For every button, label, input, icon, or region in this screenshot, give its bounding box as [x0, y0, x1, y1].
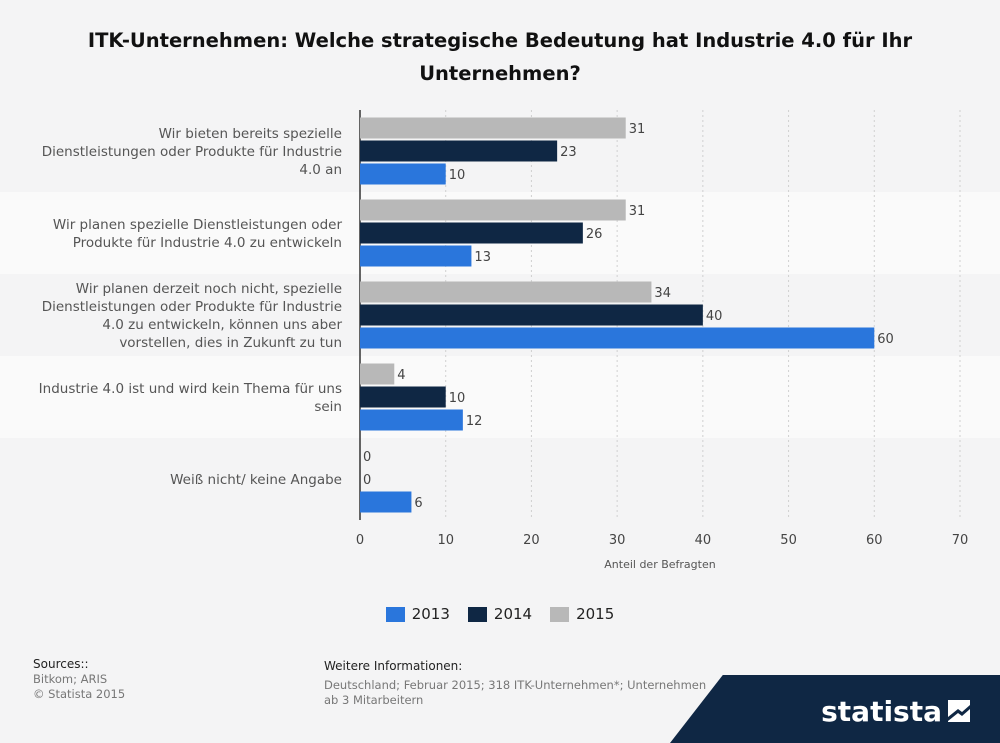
- bar: [360, 117, 626, 139]
- category-label-line: Industrie 4.0 ist und wird kein Thema fü…: [39, 381, 342, 397]
- sources-block: Sources:: Bitkom; ARIS © Statista 2015: [33, 657, 233, 702]
- value-label: 0: [363, 450, 371, 465]
- value-label: 60: [877, 332, 894, 347]
- category-label-line: Wir bieten bereits spezielle: [159, 126, 342, 142]
- brand-band: [670, 675, 1000, 743]
- legend: 2013 2014 2015: [0, 605, 1000, 623]
- bar: [360, 386, 446, 408]
- value-label: 4: [397, 368, 405, 383]
- category-label-line: sein: [314, 399, 342, 415]
- bar: [360, 199, 626, 221]
- more-info-heading: Weitere Informationen:: [324, 659, 463, 673]
- x-axis-ticks: 0 10 20 30 40 50 60 70: [356, 533, 968, 548]
- category-label-line: vorstellen, dies in Zukunft zu tun: [119, 335, 342, 351]
- category-label-line: Wir planen spezielle Dienstleistungen od…: [53, 217, 343, 233]
- category-band: [0, 356, 1000, 438]
- tick-label: 70: [952, 533, 969, 548]
- value-label: 26: [586, 227, 603, 242]
- legend-label: 2015: [576, 605, 615, 623]
- value-label: 31: [629, 122, 646, 137]
- bar: [360, 304, 703, 326]
- value-label: 13: [474, 250, 491, 265]
- tick-label: 60: [866, 533, 883, 548]
- bar: [360, 245, 472, 267]
- sources-line: © Statista 2015: [33, 687, 126, 701]
- category-label: Weiß nicht/ keine Angabe: [170, 472, 342, 488]
- category-label-line: Wir planen derzeit noch nicht, spezielle: [76, 281, 342, 297]
- statista-logo-icon: [948, 700, 970, 722]
- tick-label: 20: [523, 533, 540, 548]
- category-label-line: Dienstleistungen oder Produkte für Indus…: [42, 299, 342, 315]
- tick-label: 10: [437, 533, 454, 548]
- tick-label: 40: [695, 533, 712, 548]
- category-label-line: Dienstleistungen oder Produkte für Indus…: [42, 144, 342, 160]
- category-labels: Wir bieten bereits spezielle Dienstleistu…: [39, 126, 343, 488]
- value-label: 10: [449, 391, 466, 406]
- x-axis-title: Anteil der Befragten: [604, 558, 715, 571]
- legend-label: 2013: [411, 605, 450, 623]
- chart-title: ITK-Unternehmen: Welche strategische Bed…: [87, 29, 913, 85]
- value-label: 23: [560, 145, 577, 160]
- bar: [360, 222, 583, 244]
- more-info-text: Deutschland; Februar 2015; 318 ITK-Unter…: [324, 678, 707, 707]
- category-label-line: Produkte für Industrie 4.0 zu entwickeln: [73, 235, 342, 251]
- value-label: 12: [466, 414, 483, 429]
- legend-swatch: [550, 606, 570, 622]
- legend-swatch: [385, 606, 405, 622]
- statista-logo[interactable]: statista: [821, 695, 942, 728]
- category-label: Wir bieten bereits spezielle Dienstleistu…: [42, 126, 342, 178]
- legend-swatch: [467, 606, 487, 622]
- bar: [360, 409, 463, 431]
- category-label: Wir planen derzeit noch nicht, spezielle…: [42, 281, 343, 351]
- tick-label: 30: [609, 533, 626, 548]
- more-info-block: Weitere Informationen: Deutschland; Febr…: [324, 659, 724, 708]
- category-label-line: 4.0 zu entwickeln, können uns aber: [102, 317, 342, 333]
- bar: [360, 281, 652, 303]
- value-label: 0: [363, 473, 371, 488]
- value-label: 6: [414, 496, 422, 511]
- tick-label: 50: [780, 533, 797, 548]
- bar: [360, 163, 446, 185]
- legend-label: 2014: [493, 605, 533, 623]
- value-label: 34: [654, 286, 671, 301]
- value-label: 40: [706, 309, 723, 324]
- category-label: Wir planen spezielle Dienstleistungen od…: [53, 217, 343, 251]
- legend-item[interactable]: 2015: [550, 605, 614, 623]
- tick-label: 0: [356, 533, 364, 548]
- bar: [360, 140, 558, 162]
- category-label: Industrie 4.0 ist und wird kein Thema fü…: [39, 381, 342, 415]
- category-label-line: Weiß nicht/ keine Angabe: [170, 472, 342, 488]
- bar: [360, 327, 875, 349]
- value-label: 31: [629, 204, 646, 219]
- value-label: 10: [449, 168, 466, 183]
- bar: [360, 363, 395, 385]
- sources-heading: Sources::: [33, 657, 89, 671]
- sources-line: Bitkom; ARIS: [33, 672, 108, 686]
- bar: [360, 491, 412, 513]
- legend-item[interactable]: 2014: [467, 605, 533, 623]
- category-label-line: 4.0 an: [299, 162, 342, 178]
- legend-item[interactable]: 2013: [385, 605, 450, 623]
